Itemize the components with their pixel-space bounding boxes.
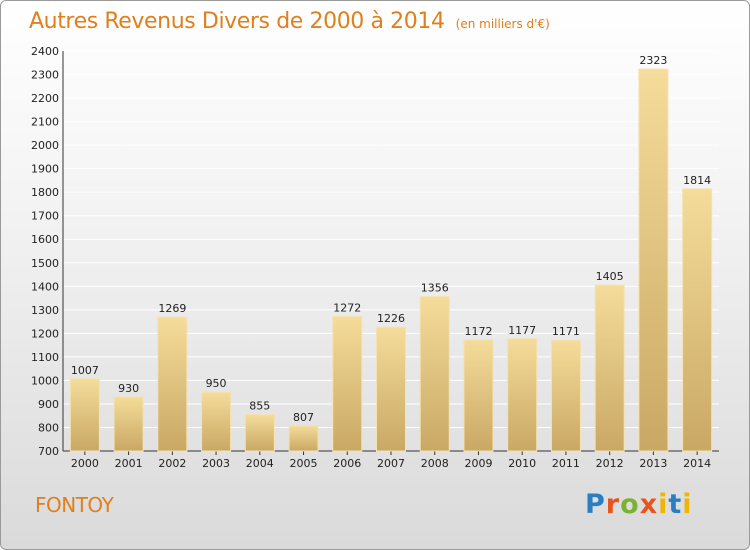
bar xyxy=(157,316,188,452)
bar xyxy=(550,339,581,452)
bar-value-label: 930 xyxy=(118,382,139,395)
bar xyxy=(376,326,406,452)
y-tick-label: 800 xyxy=(38,421,59,434)
bar xyxy=(201,391,232,452)
bar-value-label: 1177 xyxy=(508,324,536,337)
axes: 700 800 900 1000 1100 1200 1300 1400 1500 1600 170… xyxy=(31,45,719,470)
bar xyxy=(113,396,144,452)
x-tick-label: 2003 xyxy=(202,457,230,470)
y-tick-label: 900 xyxy=(38,398,59,411)
y-tick-label: 1600 xyxy=(31,233,59,246)
x-tick-label: 2005 xyxy=(290,457,318,470)
x-tick-label: 2011 xyxy=(552,457,580,470)
bar xyxy=(288,425,319,452)
y-tick-label: 1400 xyxy=(31,280,59,293)
x-tick-label: 2008 xyxy=(421,457,449,470)
x-tick-label: 2012 xyxy=(596,457,624,470)
x-tick-label: 2000 xyxy=(71,457,99,470)
bar xyxy=(507,338,538,452)
bar-value-label: 1814 xyxy=(683,174,711,187)
bar xyxy=(638,68,669,452)
bar-value-label: 807 xyxy=(293,411,314,424)
x-tick-label: 2014 xyxy=(683,457,711,470)
bar-value-label: 1172 xyxy=(464,325,492,338)
bar xyxy=(419,296,450,452)
x-tick-label: 2013 xyxy=(639,457,667,470)
bar-value-label: 1171 xyxy=(552,325,580,338)
bar-value-label: 1226 xyxy=(377,312,405,325)
y-tick-label: 1900 xyxy=(31,163,59,176)
bar-value-label: 1405 xyxy=(596,270,624,283)
bar-value-label: 1269 xyxy=(158,302,186,315)
y-tick-label: 2000 xyxy=(31,139,59,152)
bar xyxy=(244,414,275,452)
y-tick-label: 2100 xyxy=(31,116,59,129)
x-tick-label: 2007 xyxy=(377,457,405,470)
bar xyxy=(682,188,713,452)
bar xyxy=(594,284,625,452)
bars: 1007 930 1269 950 855 807 1272 1226 1356 1172 1177… xyxy=(69,54,713,452)
bar-value-label: 2323 xyxy=(639,54,667,67)
x-tick-label: 2006 xyxy=(333,457,361,470)
chart-title: Autres Revenus Divers de 2000 à 2014 (en… xyxy=(29,9,550,34)
bar xyxy=(463,339,494,452)
place-name: FONTOY xyxy=(35,493,114,517)
y-tick-label: 1500 xyxy=(31,257,59,270)
y-tick-label: 2200 xyxy=(31,92,59,105)
y-tick-label: 700 xyxy=(38,445,59,458)
proxiti-logo: Proxiti xyxy=(585,489,693,520)
chart-title-unit: (en milliers d'€) xyxy=(455,17,550,31)
x-tick-label: 2002 xyxy=(158,457,186,470)
bar-value-label: 1272 xyxy=(333,301,361,314)
x-tick-label: 2010 xyxy=(508,457,536,470)
y-tick-label: 2400 xyxy=(31,45,59,58)
bar-value-label: 1356 xyxy=(421,282,449,295)
x-tick-label: 2009 xyxy=(464,457,492,470)
bar xyxy=(332,315,363,452)
y-tick-label: 1300 xyxy=(31,304,59,317)
y-tick-label: 1200 xyxy=(31,327,59,340)
y-tick-label: 1800 xyxy=(31,186,59,199)
y-tick-label: 1700 xyxy=(31,210,59,223)
x-tick-label: 2001 xyxy=(115,457,143,470)
y-tick-label: 1100 xyxy=(31,351,59,364)
bar xyxy=(69,378,100,452)
y-tick-label: 2300 xyxy=(31,69,59,82)
chart-title-main: Autres Revenus Divers de 2000 à 2014 xyxy=(29,9,445,34)
bar-value-label: 855 xyxy=(249,400,270,413)
bar-value-label: 950 xyxy=(206,377,227,390)
bar-value-label: 1007 xyxy=(71,364,99,377)
x-tick-label: 2004 xyxy=(246,457,274,470)
y-tick-label: 1000 xyxy=(31,374,59,387)
